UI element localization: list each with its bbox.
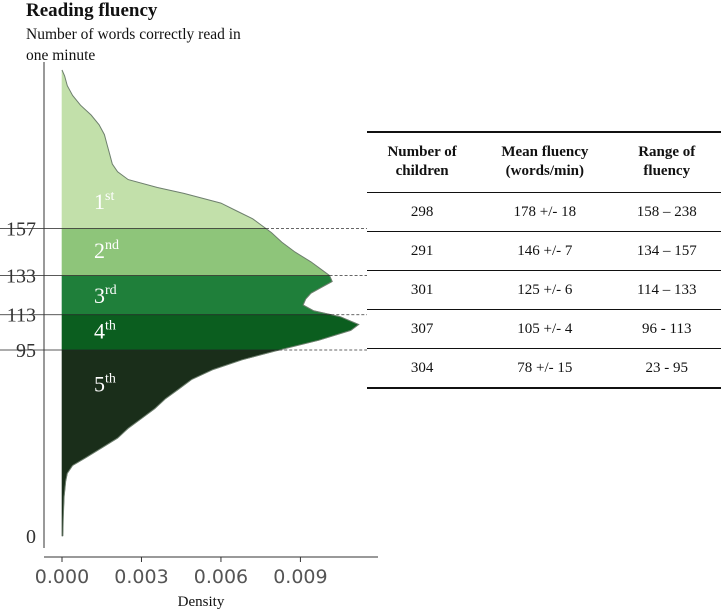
table-row: 301 125 +/- 6 114 – 133 xyxy=(367,271,721,310)
cell-children: 291 xyxy=(410,242,434,259)
x-tick-label: 0.000 xyxy=(35,566,89,588)
cell-range: 158 – 238 xyxy=(636,203,697,220)
y-tick-label: 95 xyxy=(16,340,36,362)
cell-range: 23 - 95 xyxy=(645,359,688,376)
chart-subtitle: Number of words correctly read in one mi… xyxy=(26,26,241,64)
table-header-row: Number of children Mean fluency (words/m… xyxy=(367,132,721,193)
cell-mean: 105 +/- 4 xyxy=(517,320,573,337)
x-tick-label: 0.006 xyxy=(194,566,248,588)
cell-children: 307 xyxy=(410,320,434,337)
table-row: 304 78 +/- 15 23 - 95 xyxy=(367,349,721,388)
cell-range: 114 – 133 xyxy=(637,281,697,298)
cell-mean: 125 +/- 6 xyxy=(517,281,573,298)
cell-range: 96 - 113 xyxy=(642,320,692,337)
band-label-4th: 4th xyxy=(94,318,116,343)
y-tick-label: 133 xyxy=(6,266,36,288)
y-tick-label: 113 xyxy=(7,305,36,327)
cell-children: 304 xyxy=(410,359,434,376)
cell-children: 301 xyxy=(410,281,434,298)
band-label-1st: 1st xyxy=(94,189,114,214)
x-axis-label: Density xyxy=(178,594,225,610)
band-label-2nd: 2nd xyxy=(94,238,119,263)
band-1st xyxy=(61,69,267,229)
y-tick-label: 0 xyxy=(26,526,36,548)
cell-mean: 178 +/- 18 xyxy=(513,203,577,220)
table-row: 298 178 +/- 18 158 – 238 xyxy=(367,193,721,232)
cell-mean: 78 +/- 15 xyxy=(517,359,573,376)
header-range-of-fluency: Range of fluency xyxy=(638,144,696,179)
density-outline xyxy=(61,69,360,537)
header-number-of-children: Number of children xyxy=(387,144,457,179)
table-row: 307 105 +/- 4 96 - 113 xyxy=(367,310,721,349)
x-tick-label: 0.009 xyxy=(273,566,327,588)
band-label-5th: 5th xyxy=(94,371,116,396)
header-mean-fluency: Mean fluency (words/min) xyxy=(501,144,589,179)
cell-range: 134 – 157 xyxy=(636,242,697,259)
y-tick-label: 157 xyxy=(6,219,36,241)
x-tick-label: 0.003 xyxy=(114,566,168,588)
cell-children: 298 xyxy=(410,203,434,220)
fluency-table: Number of children Mean fluency (words/m… xyxy=(367,131,721,389)
cell-mean: 146 +/- 7 xyxy=(517,242,573,259)
chart-title: Reading fluency xyxy=(26,0,158,21)
band-label-3rd: 3rd xyxy=(94,283,117,308)
table-row: 291 146 +/- 7 134 – 157 xyxy=(367,232,721,271)
